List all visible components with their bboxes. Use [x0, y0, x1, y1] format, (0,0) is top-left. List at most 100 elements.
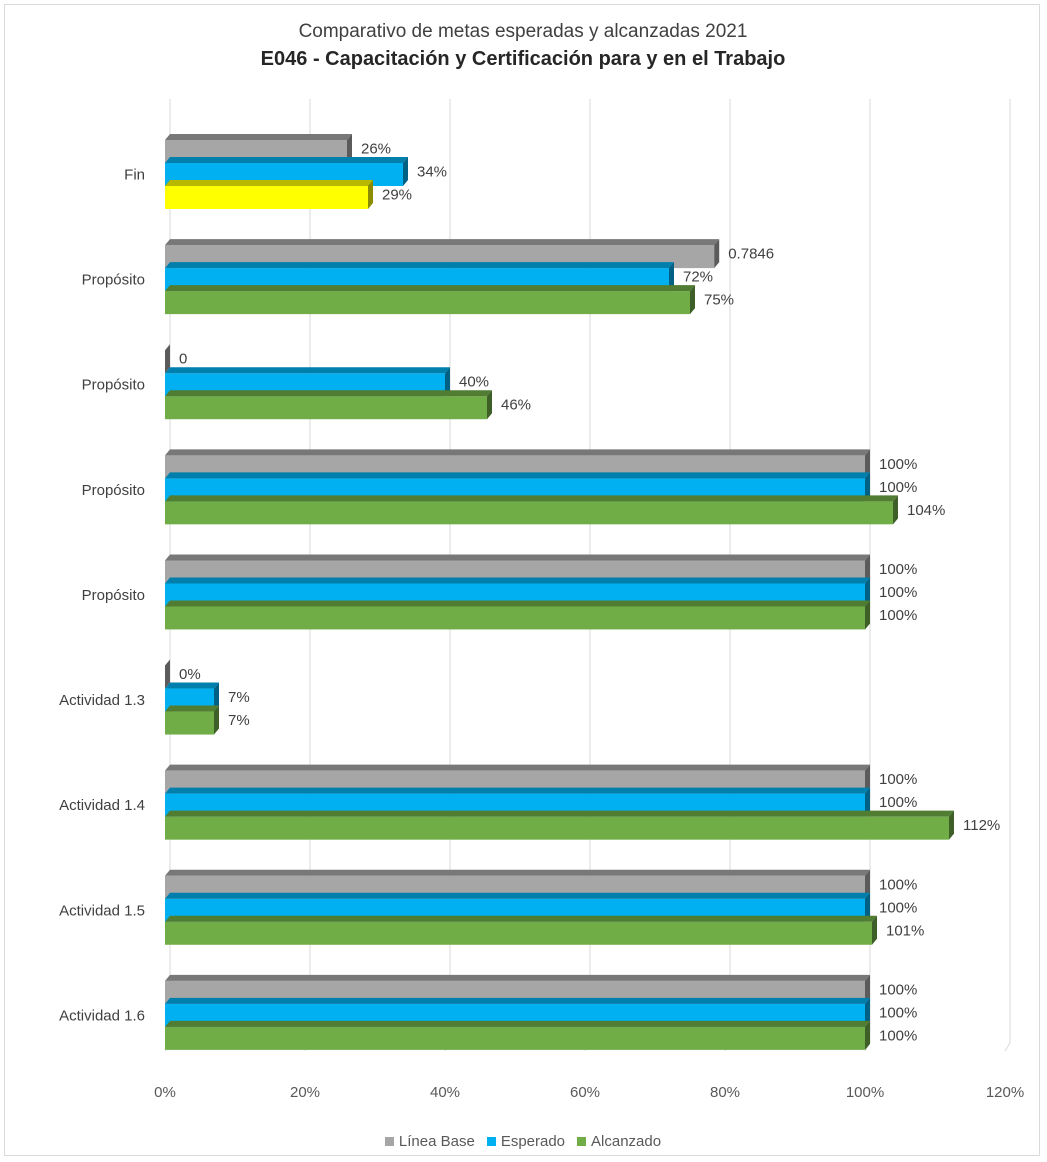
bar-top — [165, 157, 408, 163]
data-label: 34% — [417, 164, 447, 181]
bar-top — [165, 180, 373, 186]
data-label: 104% — [907, 502, 945, 519]
bar — [165, 816, 949, 840]
data-label: 46% — [501, 397, 531, 414]
bar-side — [865, 600, 870, 630]
chart-frame: Comparativo de metas esperadas y alcanza… — [4, 4, 1040, 1156]
category-label: Propósito — [82, 377, 145, 394]
bar — [165, 921, 872, 945]
data-label: 0.7846 — [728, 246, 774, 263]
category-label: Actividad 1.6 — [59, 1007, 145, 1024]
bar — [165, 1026, 865, 1050]
bar-side — [865, 554, 870, 584]
legend-label: Esperado — [500, 1133, 566, 1150]
data-label: 7% — [228, 689, 250, 706]
bar-side — [487, 390, 492, 420]
gridline-foot — [1004, 1042, 1011, 1052]
data-label: 0% — [179, 666, 201, 683]
legend-swatch — [384, 1137, 394, 1146]
chart-legend: Línea Base Esperado Alcanzado — [5, 1133, 1041, 1150]
category-label: Actividad 1.5 — [59, 902, 145, 919]
bar — [165, 291, 690, 315]
data-label: 100% — [879, 1027, 917, 1044]
bar-side — [865, 787, 870, 817]
bar-top — [165, 554, 870, 561]
bar-side — [669, 262, 674, 292]
bar — [165, 711, 214, 735]
bar-top — [165, 390, 492, 397]
chart-subtitle: E046 - Capacitación y Certificación para… — [260, 48, 786, 70]
bar-side — [165, 659, 170, 689]
data-label: 100% — [879, 771, 917, 788]
bar-side — [214, 705, 219, 735]
bar-chart: 0% 20% 40% 60% 80% 100% 120% Fin 26% 34% 29% Propós… — [59, 99, 1024, 1101]
data-label: 100% — [879, 794, 917, 811]
bar-side — [403, 157, 408, 186]
bar-top — [165, 134, 352, 140]
bar-top — [165, 577, 870, 584]
bar-side — [949, 810, 954, 840]
data-label: 100% — [879, 899, 917, 916]
bar-side — [690, 285, 695, 315]
data-label: 100% — [879, 479, 917, 496]
bar-side — [865, 764, 870, 794]
x-tick-label: 80% — [710, 1084, 740, 1101]
bar-side — [165, 344, 170, 374]
x-tick-label: 20% — [290, 1084, 320, 1101]
bar-side — [347, 134, 352, 163]
bar-side — [865, 472, 870, 502]
legend-item: Línea Base — [384, 1133, 475, 1150]
category-label: Propósito — [82, 587, 145, 604]
bar-top — [165, 472, 870, 479]
legend-item: Esperado — [486, 1133, 566, 1150]
data-label: 7% — [228, 712, 250, 729]
x-tick-label: 60% — [570, 1084, 600, 1101]
bar-top — [165, 705, 219, 712]
data-label: 100% — [879, 456, 917, 473]
legend-label: Línea Base — [398, 1133, 475, 1150]
chart-title: Comparativo de metas esperadas y alcanza… — [298, 21, 748, 42]
data-label: 100% — [879, 1004, 917, 1021]
data-label: 100% — [879, 876, 917, 893]
x-tick-label: 100% — [846, 1084, 884, 1101]
bar-side — [714, 239, 720, 269]
bar-side — [865, 1020, 870, 1050]
legend-swatch — [486, 1137, 496, 1146]
data-label: 72% — [683, 269, 713, 286]
bar — [165, 501, 893, 525]
data-label: 100% — [879, 561, 917, 578]
bar — [165, 396, 487, 420]
bar-side — [865, 997, 870, 1027]
bar-side — [368, 180, 373, 209]
bar-top — [165, 787, 870, 794]
bar-top — [165, 367, 450, 374]
bar-top — [165, 810, 954, 817]
data-label: 75% — [704, 292, 734, 309]
bar-top — [165, 682, 219, 689]
x-tick-label: 40% — [430, 1084, 460, 1101]
bar-side — [865, 577, 870, 607]
bar-top — [165, 997, 870, 1004]
bar-top — [165, 892, 870, 899]
legend-item: Alcanzado — [577, 1133, 661, 1150]
bar-top — [165, 285, 695, 292]
bar-side — [865, 892, 870, 922]
x-tick-label: 120% — [986, 1084, 1024, 1101]
bar-side — [214, 682, 219, 712]
category-label: Fin — [124, 167, 145, 184]
bar-top — [165, 869, 870, 876]
bar — [165, 606, 865, 630]
bar-top — [165, 1020, 870, 1027]
bar-side — [865, 869, 870, 899]
data-label: 100% — [879, 607, 917, 624]
data-label: 0 — [179, 351, 187, 368]
category-label: Propósito — [82, 482, 145, 499]
bar-top — [165, 239, 720, 246]
bar-side — [865, 974, 870, 1004]
bar-top — [165, 915, 877, 922]
data-label: 100% — [879, 981, 917, 998]
data-label: 112% — [963, 817, 1000, 834]
bar-top — [165, 974, 870, 981]
data-label: 101% — [886, 922, 924, 939]
data-label: 40% — [459, 374, 489, 391]
